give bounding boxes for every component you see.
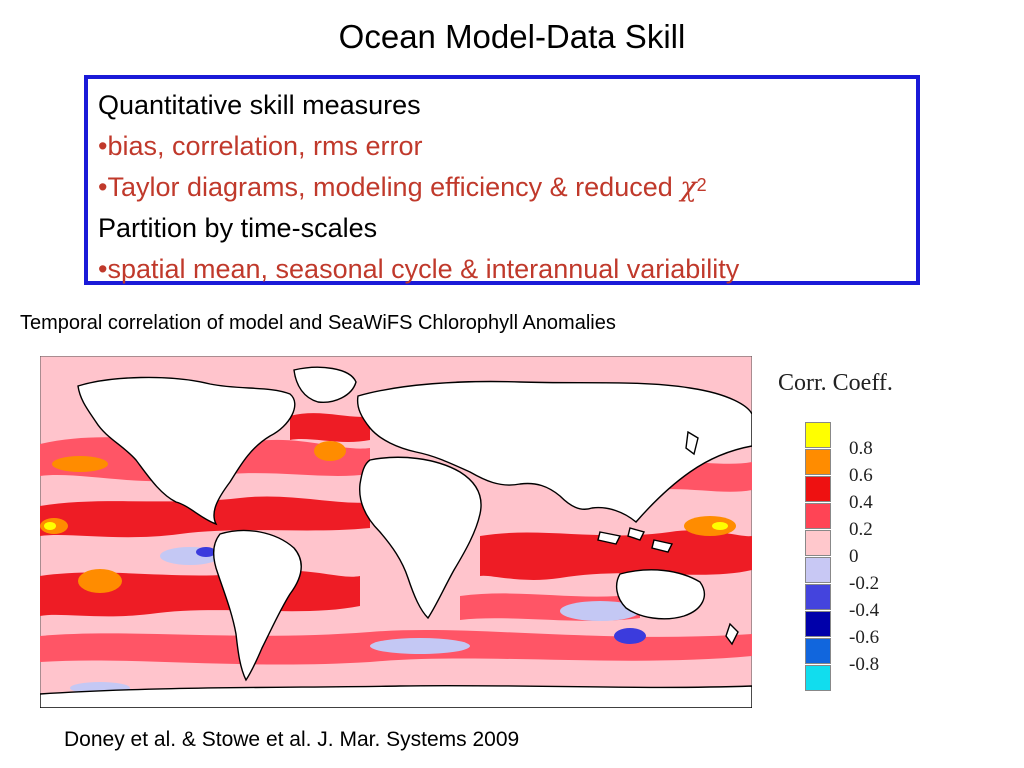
legend-swatch bbox=[805, 611, 831, 637]
japan-islands bbox=[685, 430, 699, 456]
legend-swatch bbox=[805, 665, 831, 691]
australia-land bbox=[615, 569, 705, 620]
legend-title: Corr. Coeff. bbox=[778, 370, 893, 396]
land-masses bbox=[40, 366, 752, 708]
africa-land bbox=[359, 456, 482, 620]
north-america-land bbox=[77, 376, 296, 526]
chi-symbol: χ bbox=[680, 172, 697, 203]
indonesia-islands bbox=[597, 527, 674, 553]
legend-label: -0.4 bbox=[849, 600, 880, 621]
legend-swatch bbox=[805, 503, 831, 529]
legend-swatch bbox=[805, 638, 831, 664]
legend-label: 0.4 bbox=[849, 492, 873, 513]
legend-label: -0.6 bbox=[849, 627, 880, 648]
skill-line-timescales: •spatial mean, seasonal cycle & interann… bbox=[98, 254, 740, 284]
positive-correlation-patches bbox=[40, 413, 752, 665]
legend-swatch bbox=[805, 476, 831, 502]
skill-line-bias: •bias, correlation, rms error bbox=[98, 131, 423, 161]
high-correlation-patches bbox=[40, 441, 736, 593]
legend-label: 0 bbox=[849, 546, 859, 567]
legend-swatch bbox=[805, 530, 831, 556]
correlation-world-map bbox=[40, 356, 752, 708]
europe-asia-land bbox=[356, 380, 752, 523]
legend-label: -0.8 bbox=[849, 654, 880, 675]
skill-measures-box: Quantitative skill measures •bias, corre… bbox=[84, 75, 920, 285]
slide-title: Ocean Model-Data Skill bbox=[338, 18, 686, 55]
figure-caption: Temporal correlation of model and SeaWiF… bbox=[20, 312, 616, 334]
citation: Doney et al. & Stowe et al. J. Mar. Syst… bbox=[64, 728, 520, 751]
antarctica-land bbox=[40, 684, 752, 708]
legend-label: 0.2 bbox=[849, 519, 873, 540]
legend-swatch bbox=[805, 557, 831, 583]
greenland-land bbox=[293, 366, 357, 403]
chi-superscript: 2 bbox=[696, 175, 707, 195]
legend-swatch bbox=[805, 449, 831, 475]
south-america-land bbox=[213, 529, 302, 682]
legend-label: 0.6 bbox=[849, 465, 873, 486]
legend-swatch bbox=[805, 584, 831, 610]
skill-line-heading-quantitative: Quantitative skill measures bbox=[98, 90, 421, 120]
legend-swatch bbox=[805, 422, 831, 448]
new-zealand-islands bbox=[725, 622, 739, 646]
legend-label: -0.2 bbox=[849, 573, 880, 594]
skill-line-heading-partition: Partition by time-scales bbox=[98, 213, 378, 243]
legend-label: 0.8 bbox=[849, 438, 873, 459]
skill-line-taylor: •Taylor diagrams, modeling efficiency & … bbox=[98, 172, 707, 203]
